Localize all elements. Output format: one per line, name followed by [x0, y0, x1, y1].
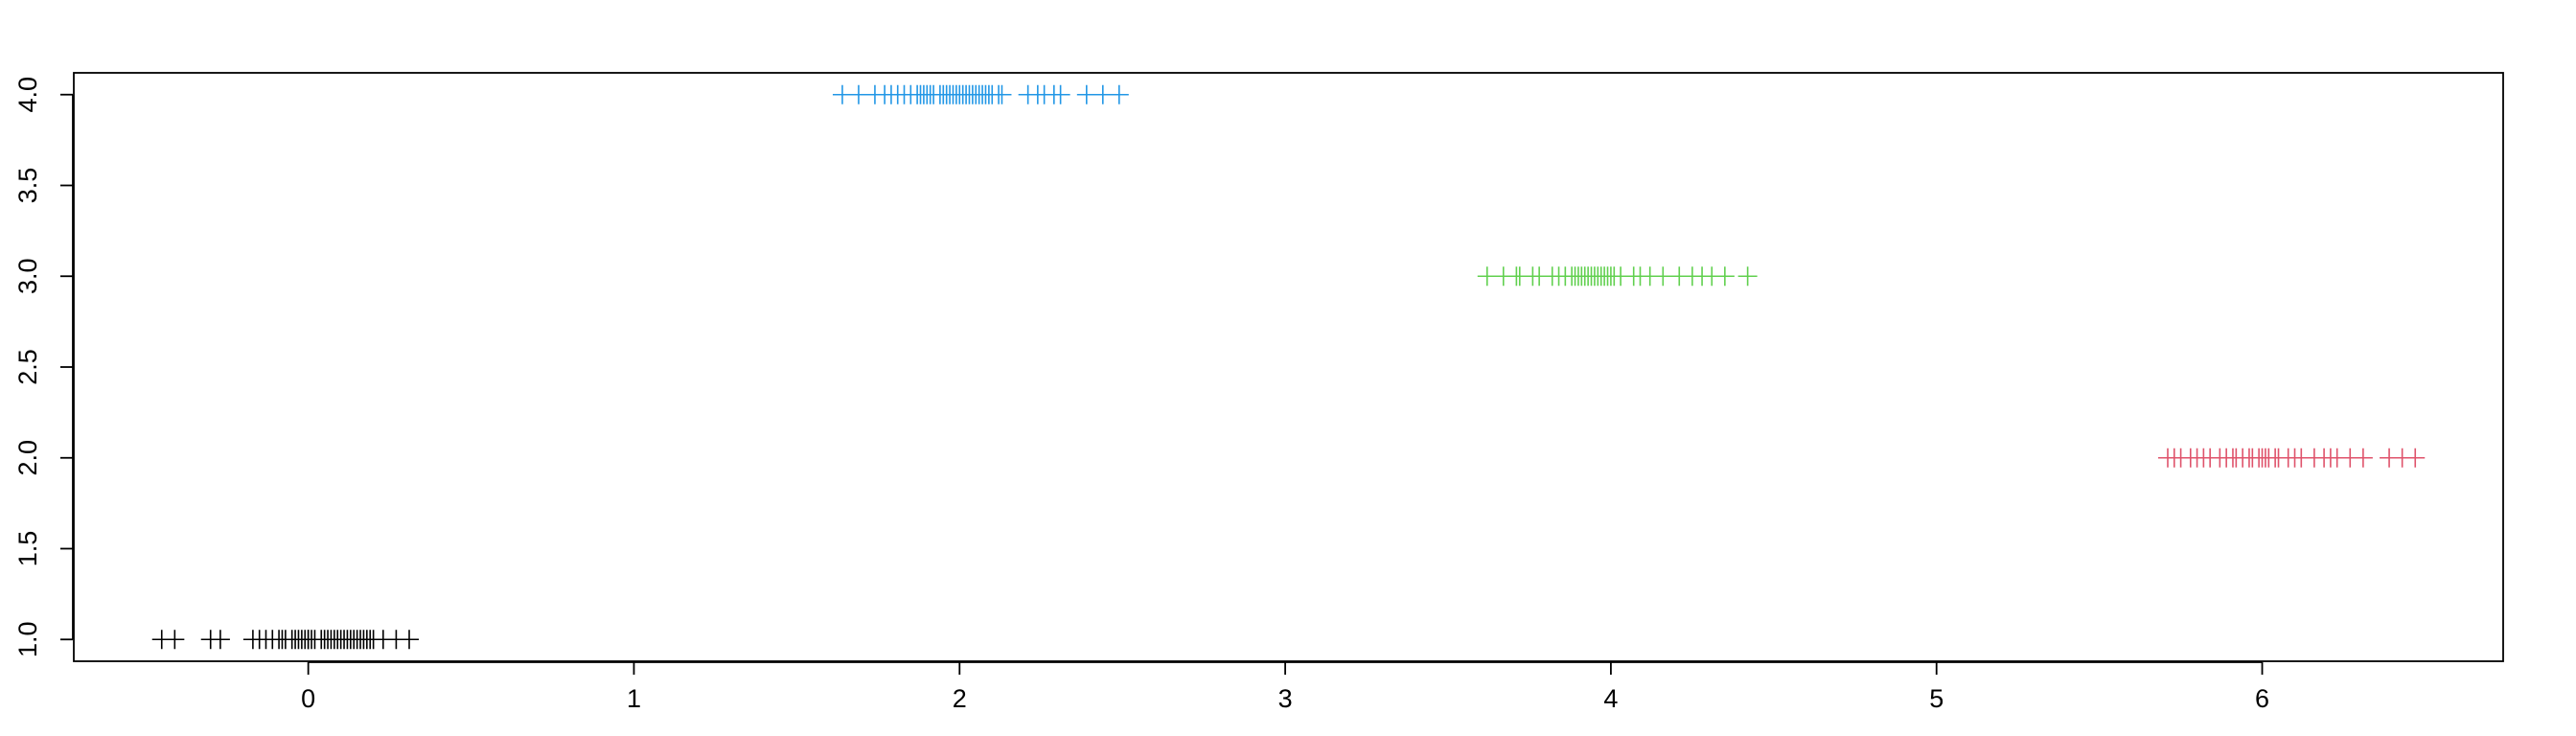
y-tick-label: 2.0 — [13, 440, 42, 476]
series-3 — [1477, 266, 1758, 287]
y-tick-label: 3.5 — [13, 168, 42, 204]
data-point — [1477, 266, 1497, 287]
x-tick-label: 2 — [953, 684, 967, 713]
y-tick-label: 1.5 — [13, 531, 42, 567]
data-point — [1714, 266, 1735, 287]
x-tick-label: 5 — [1929, 684, 1944, 713]
series-4 — [2157, 448, 2426, 468]
data-point — [165, 630, 185, 650]
data-point — [210, 630, 230, 650]
x-tick-label: 0 — [301, 684, 315, 713]
data-point — [1050, 84, 1070, 104]
y-tick-label: 4.0 — [13, 77, 42, 113]
data-point — [1653, 266, 1673, 287]
y-tick-label: 2.5 — [13, 349, 42, 385]
x-tick-label: 4 — [1603, 684, 1618, 713]
y-tick-label: 3.0 — [13, 258, 42, 294]
data-point — [1737, 266, 1758, 287]
data-points — [151, 84, 2426, 650]
data-point — [400, 630, 420, 650]
y-tick-label: 1.0 — [13, 621, 42, 657]
plot-frame — [73, 72, 2504, 662]
x-tick-label: 3 — [1278, 684, 1293, 713]
data-point — [2353, 448, 2373, 468]
data-point — [848, 84, 868, 104]
series-2 — [832, 84, 1129, 104]
data-point — [832, 84, 852, 104]
x-tick-label: 1 — [627, 684, 641, 713]
data-point — [2405, 448, 2426, 468]
data-point — [1092, 84, 1113, 104]
x-tick-label: 6 — [2255, 684, 2269, 713]
data-point — [1109, 84, 1129, 104]
data-point — [1076, 84, 1096, 104]
y-axis: 1.0 1.5 2.0 2.5 3.0 3.5 4.0 — [13, 77, 74, 657]
series-1 — [151, 630, 420, 650]
x-axis: 0 1 2 3 4 5 6 — [301, 661, 2269, 713]
data-point — [992, 84, 1012, 104]
